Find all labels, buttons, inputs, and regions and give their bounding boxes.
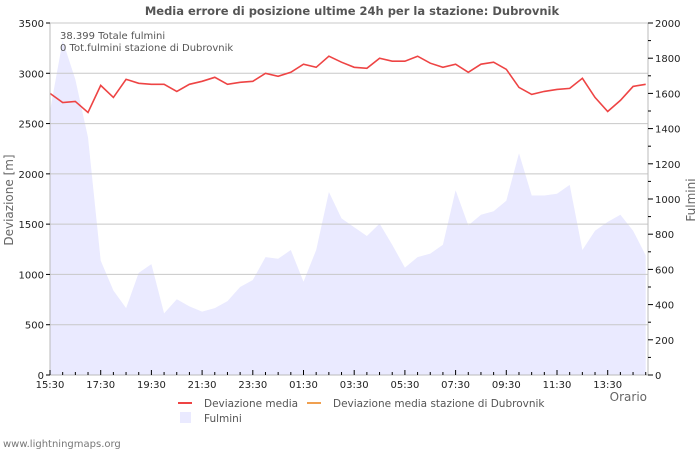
y-tick-label: 500 xyxy=(25,321,44,332)
legend-strikes-swatch xyxy=(180,412,191,423)
y-tick-label: 2000 xyxy=(19,170,44,181)
y2-tick-label: 1200 xyxy=(655,160,680,171)
x-tick-label: 15:30 xyxy=(36,380,65,391)
y2-tick-label: 0 xyxy=(655,371,661,382)
strikes-area xyxy=(50,40,646,375)
y-tick-label: 1500 xyxy=(19,220,44,231)
deviation-line xyxy=(49,55,646,114)
y2-tick-label: 1000 xyxy=(655,195,680,206)
deviation-polyline xyxy=(49,55,646,114)
legend-strikes-label: Fulmini xyxy=(204,413,242,425)
legend-deviation-label: Deviazione media xyxy=(204,398,298,410)
x-tick-label: 21:30 xyxy=(188,380,217,391)
y-axis-label: Deviazione [m] xyxy=(2,154,16,245)
x-tick-label: 07:30 xyxy=(441,380,470,391)
y2-tick-label: 1800 xyxy=(655,54,680,65)
x-axis-label: Orario xyxy=(610,390,647,404)
legend: Deviazione media Deviazione media stazio… xyxy=(178,398,545,425)
axes: 0 500 1000 1500 2000 2500 3000 3500 0 200 400 600 80… xyxy=(19,19,681,391)
legend-station-deviation-label: Deviazione media stazione di Dubrovnik xyxy=(333,398,545,410)
x-tick-label: 01:30 xyxy=(289,380,318,391)
y-tick-label: 0 xyxy=(38,371,44,382)
y2-tick-label: 1600 xyxy=(655,89,680,100)
x-tick-label: 11:30 xyxy=(543,380,572,391)
y2-tick-label: 2000 xyxy=(655,19,680,30)
x-tick-label: 05:30 xyxy=(390,380,419,391)
y2-tick-label: 400 xyxy=(655,301,674,312)
y-tick-label: 3500 xyxy=(19,19,44,30)
x-tick-label: 09:30 xyxy=(492,380,521,391)
total-strikes-text: 38.399 Totale fulmini xyxy=(60,31,165,42)
strikes-area-path xyxy=(50,40,646,375)
y-tick-label: 1000 xyxy=(19,270,44,281)
y2-tick-label: 200 xyxy=(655,336,674,347)
y2-tick-label: 800 xyxy=(655,230,674,241)
gridlines xyxy=(50,22,648,326)
x-tick-label: 17:30 xyxy=(86,380,115,391)
chart-title: Media errore di posizione ultime 24h per… xyxy=(145,4,560,18)
y2-axis-label: Fulmini xyxy=(684,178,698,221)
x-tick-label: 19:30 xyxy=(137,380,166,391)
station-strikes-text: 0 Tot.fulmini stazione di Dubrovnik xyxy=(60,43,233,54)
x-tick-label: 03:30 xyxy=(340,380,369,391)
y-tick-label: 2500 xyxy=(19,120,44,131)
y2-tick-label: 600 xyxy=(655,265,674,276)
y-tick-label: 3000 xyxy=(19,69,44,80)
y2-tick-label: 1400 xyxy=(655,125,680,136)
x-tick-label: 13:30 xyxy=(593,380,622,391)
footer-credit: www.lightningmaps.org xyxy=(3,439,121,450)
x-tick-label: 23:30 xyxy=(238,380,267,391)
